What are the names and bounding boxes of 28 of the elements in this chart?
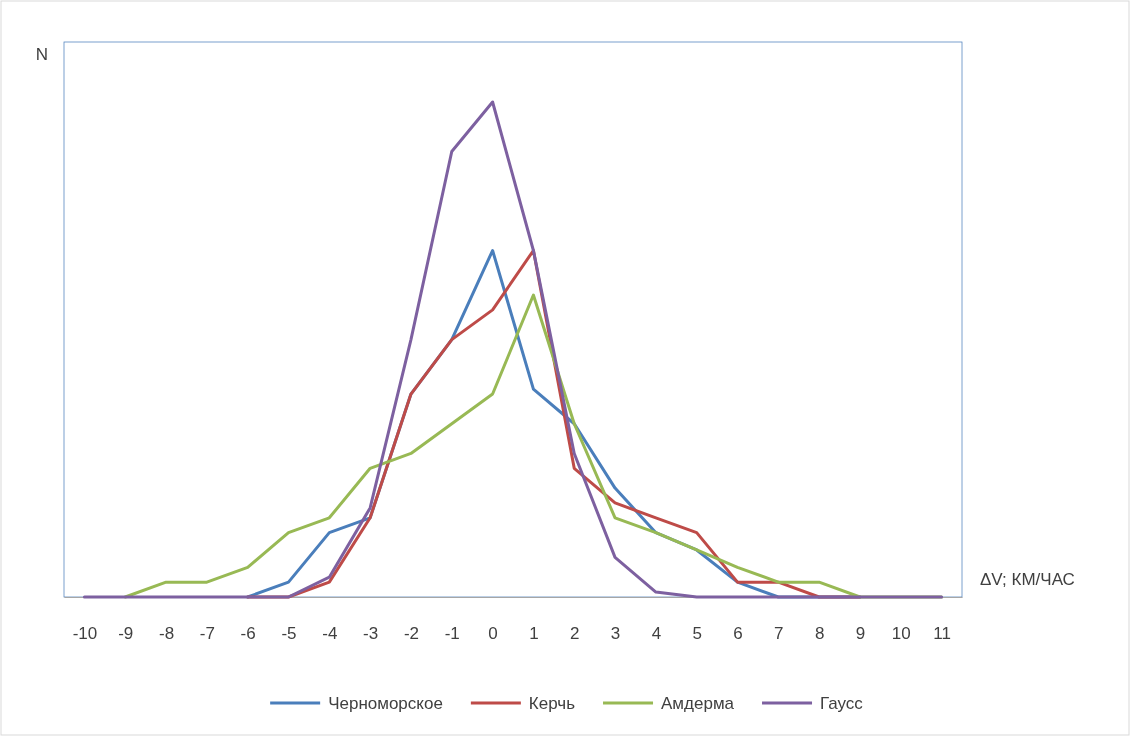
legend-label: Черноморское bbox=[328, 694, 443, 713]
legend-label: Амдерма bbox=[661, 694, 735, 713]
x-tick-label: 1 bbox=[529, 624, 539, 644]
x-tick-label: 3 bbox=[610, 624, 621, 644]
x-tick-label: 9 bbox=[855, 624, 866, 644]
x-tick-label: 11 bbox=[933, 624, 951, 644]
x-tick-label: -1 bbox=[444, 624, 460, 644]
x-tick-label: -10 bbox=[72, 624, 98, 644]
x-tick-label: -4 bbox=[322, 624, 338, 644]
x-tick-label: 7 bbox=[774, 624, 784, 644]
x-tick-label: 5 bbox=[692, 624, 702, 644]
x-tick-label: -3 bbox=[363, 624, 379, 644]
x-tick-label: -5 bbox=[281, 624, 297, 644]
x-tick-label: 0 bbox=[488, 624, 498, 644]
x-tick-label: 6 bbox=[733, 624, 743, 644]
x-tick-label: 4 bbox=[651, 624, 662, 644]
x-tick-label: -7 bbox=[199, 624, 215, 644]
x-tick-label: -8 bbox=[158, 624, 175, 644]
x-tick-label: 2 bbox=[569, 624, 580, 644]
x-tick-label: -6 bbox=[240, 624, 256, 644]
legend-label: Керчь bbox=[528, 694, 576, 713]
x-axis-title: ΔV; КМ/ЧАС bbox=[980, 570, 1075, 589]
legend-label: Гаусс bbox=[820, 694, 864, 713]
x-tick-label: -9 bbox=[118, 624, 134, 644]
x-tick-label: 8 bbox=[814, 624, 825, 644]
x-tick-label: -2 bbox=[403, 624, 420, 644]
y-axis-title: N bbox=[35, 45, 49, 64]
x-tick-label: 10 bbox=[891, 624, 911, 644]
